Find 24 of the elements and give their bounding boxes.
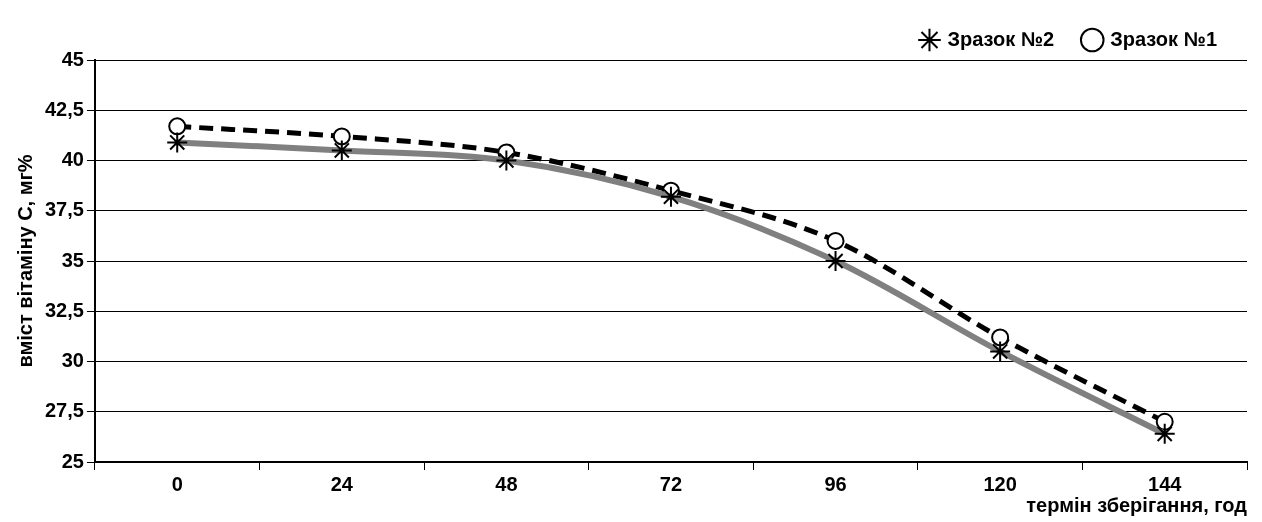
y-tick-label: 45 [61, 47, 84, 70]
x-tick-label: 96 [824, 472, 847, 495]
x-tick-label: 0 [171, 472, 183, 495]
point [991, 328, 1010, 347]
x-tick-label: 48 [495, 472, 518, 495]
x-tick-label: 120 [983, 472, 1017, 495]
y-axis-title: вміст вітаміну С, мг% [13, 154, 36, 368]
x-tick-label: 144 [1148, 472, 1183, 495]
x-axis-title: термін зберігання, год [1026, 493, 1248, 516]
point [826, 231, 845, 250]
y-tick-label: 25 [61, 449, 84, 472]
legend-label: Зразок №1 [1110, 27, 1218, 50]
point [168, 117, 187, 136]
y-tick-label: 37,5 [44, 198, 84, 221]
y-tick-label: 35 [61, 248, 84, 271]
y-tick-label: 32,5 [44, 298, 84, 321]
legend-label: Зразок №2 [947, 27, 1055, 50]
x-tick-label: 72 [659, 472, 683, 495]
y-tick-label: 30 [61, 349, 84, 372]
point [332, 127, 351, 146]
y-tick-label: 27,5 [44, 399, 84, 422]
x-tick-label: 24 [330, 472, 354, 495]
y-tick-label: 42,5 [44, 97, 84, 120]
y-tick-label: 40 [61, 148, 84, 171]
